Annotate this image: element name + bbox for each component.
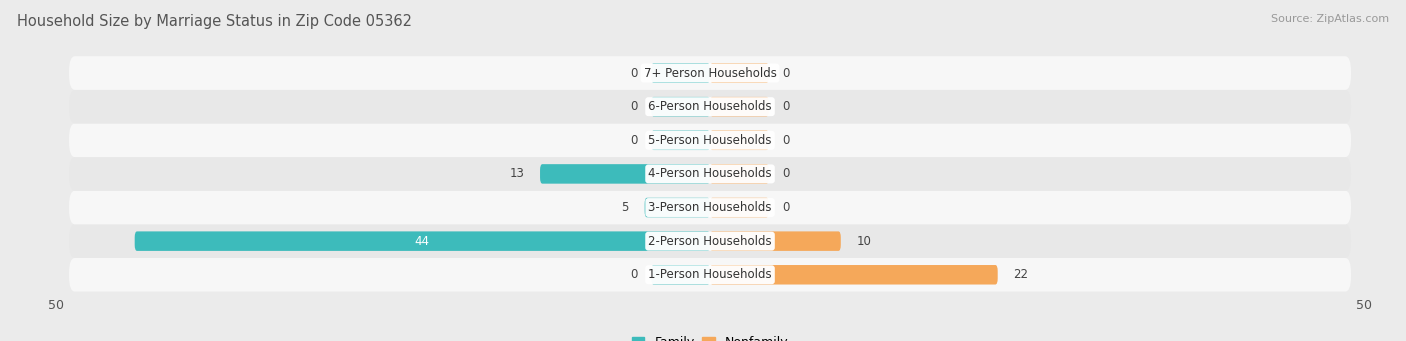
FancyBboxPatch shape xyxy=(710,164,769,184)
Text: 0: 0 xyxy=(782,100,789,113)
FancyBboxPatch shape xyxy=(651,131,710,150)
FancyBboxPatch shape xyxy=(651,97,710,116)
FancyBboxPatch shape xyxy=(710,63,769,83)
Text: 44: 44 xyxy=(415,235,430,248)
Text: 1-Person Households: 1-Person Households xyxy=(648,268,772,281)
FancyBboxPatch shape xyxy=(69,224,1351,258)
Text: 0: 0 xyxy=(782,66,789,79)
Text: 4-Person Households: 4-Person Households xyxy=(648,167,772,180)
Text: 10: 10 xyxy=(856,235,872,248)
FancyBboxPatch shape xyxy=(710,232,841,251)
Text: 13: 13 xyxy=(509,167,524,180)
FancyBboxPatch shape xyxy=(135,232,710,251)
Text: 0: 0 xyxy=(782,201,789,214)
Text: 5-Person Households: 5-Person Households xyxy=(648,134,772,147)
Text: 6-Person Households: 6-Person Households xyxy=(648,100,772,113)
Text: 0: 0 xyxy=(782,134,789,147)
FancyBboxPatch shape xyxy=(710,265,998,284)
Text: 0: 0 xyxy=(631,66,638,79)
FancyBboxPatch shape xyxy=(69,90,1351,123)
Text: 5: 5 xyxy=(621,201,628,214)
FancyBboxPatch shape xyxy=(644,198,710,217)
FancyBboxPatch shape xyxy=(69,123,1351,157)
Text: 7+ Person Households: 7+ Person Households xyxy=(644,66,776,79)
FancyBboxPatch shape xyxy=(651,63,710,83)
FancyBboxPatch shape xyxy=(710,198,769,217)
FancyBboxPatch shape xyxy=(540,164,710,184)
FancyBboxPatch shape xyxy=(651,265,710,284)
Legend: Family, Nonfamily: Family, Nonfamily xyxy=(627,331,793,341)
Text: Source: ZipAtlas.com: Source: ZipAtlas.com xyxy=(1271,14,1389,24)
FancyBboxPatch shape xyxy=(69,191,1351,224)
Text: 0: 0 xyxy=(782,167,789,180)
FancyBboxPatch shape xyxy=(69,157,1351,191)
Text: 0: 0 xyxy=(631,268,638,281)
Text: 3-Person Households: 3-Person Households xyxy=(648,201,772,214)
Text: 0: 0 xyxy=(631,100,638,113)
FancyBboxPatch shape xyxy=(710,131,769,150)
FancyBboxPatch shape xyxy=(69,56,1351,90)
FancyBboxPatch shape xyxy=(69,258,1351,292)
Text: Household Size by Marriage Status in Zip Code 05362: Household Size by Marriage Status in Zip… xyxy=(17,14,412,29)
FancyBboxPatch shape xyxy=(710,97,769,116)
Text: 22: 22 xyxy=(1014,268,1028,281)
Text: 0: 0 xyxy=(631,134,638,147)
Text: 2-Person Households: 2-Person Households xyxy=(648,235,772,248)
